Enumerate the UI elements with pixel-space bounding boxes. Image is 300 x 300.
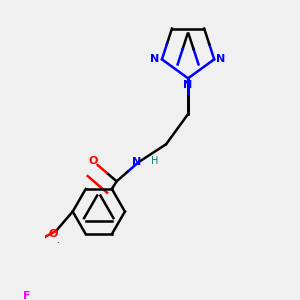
- Text: O: O: [88, 156, 98, 166]
- Text: N: N: [184, 80, 193, 90]
- Text: H: H: [151, 156, 158, 166]
- Text: N: N: [132, 157, 141, 167]
- Text: N: N: [151, 54, 160, 64]
- Text: O: O: [49, 229, 58, 238]
- Text: N: N: [216, 54, 226, 64]
- Text: F: F: [23, 291, 30, 300]
